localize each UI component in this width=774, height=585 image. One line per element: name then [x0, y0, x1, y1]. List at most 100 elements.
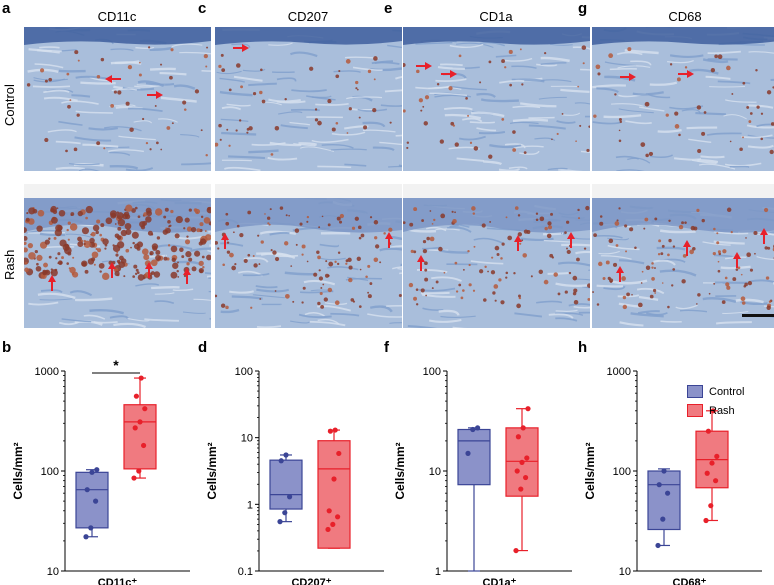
micrograph-image [592, 184, 774, 328]
data-point-rash [142, 406, 148, 412]
micrograph-image [403, 27, 590, 171]
data-point-rash [520, 425, 526, 431]
data-point-rash [713, 478, 719, 484]
red-arrow-icon [48, 275, 56, 291]
boxplot-cd11c-svg: 10 100 1000 Cells/mm² CD11c⁺ * [11, 357, 190, 585]
significance-marker: * [113, 357, 119, 373]
box-rash [123, 377, 157, 479]
data-point-rash [705, 428, 711, 434]
data-point-rash [335, 514, 341, 520]
y-axis-label: Cells/mm² [393, 442, 407, 499]
red-arrow-icon [183, 268, 191, 284]
red-arrow-icon [417, 255, 425, 271]
y-tick-label: 0.1 [238, 566, 253, 578]
column-title-cd1a: CD1a [479, 9, 513, 24]
red-arrow-icon [683, 240, 691, 256]
data-point-control [278, 458, 284, 464]
y-tick-label: 1000 [35, 366, 59, 378]
data-point-rash [331, 476, 337, 482]
data-point-rash [332, 427, 338, 433]
y-axis-label: Cells/mm² [205, 442, 219, 499]
y-tick-label: 1000 [607, 366, 631, 378]
red-arrow-icon [233, 44, 249, 52]
data-point-control [84, 487, 90, 493]
box-control [75, 469, 109, 538]
micrograph-cd11c-rash [24, 184, 211, 328]
data-point-rash [136, 468, 142, 474]
boxplot-cd11c: 10 100 1000 Cells/mm² CD11c⁺ * [0, 356, 190, 585]
red-arrow-icon [567, 232, 575, 248]
micrograph-image [215, 184, 402, 328]
data-point-rash [131, 475, 137, 481]
micrograph-image [24, 27, 211, 171]
data-point-control [656, 482, 662, 488]
x-axis-label: CD1a⁺ [483, 577, 517, 585]
data-point-rash [141, 442, 147, 449]
red-arrow-icon [514, 235, 522, 251]
legend-item-control: Control [687, 382, 744, 401]
data-point-rash [325, 526, 331, 533]
data-point-control [661, 468, 667, 474]
micrograph-cd11c-control [24, 27, 211, 171]
data-point-control [660, 516, 666, 522]
micrograph-cd1a-rash [403, 184, 590, 328]
boxplot-cd1a: 1 10 100 Cells/mm² CD1a⁺ [382, 356, 572, 585]
micrograph-image [592, 27, 774, 171]
y-tick-label: 100 [613, 466, 631, 478]
boxplot-cd68-svg: 10 100 1000 Cells/mm² CD68⁺ [583, 366, 762, 585]
data-point-control [277, 519, 283, 525]
legend-label-rash: Rash [709, 404, 735, 417]
red-arrow-icon [678, 70, 694, 78]
data-point-rash [137, 419, 143, 425]
micrograph-cd1a-control [403, 27, 590, 171]
y-tick-label: 10 [619, 566, 631, 578]
micrograph-cd207-rash [215, 184, 402, 328]
box-rash [695, 410, 729, 522]
data-point-rash [327, 428, 333, 434]
data-point-rash [523, 474, 529, 481]
y-tick-label: 1 [247, 499, 253, 511]
panel-letter-c: c [198, 0, 207, 17]
micrograph-image [24, 184, 211, 328]
data-point-rash [132, 425, 138, 431]
data-point-rash [519, 459, 525, 465]
legend: Control Rash [687, 382, 744, 420]
x-axis-label: CD11c⁺ [98, 577, 138, 585]
y-axis-label: Cells/mm² [11, 442, 25, 499]
y-tick-label: 10 [47, 566, 59, 578]
red-arrow-icon [105, 75, 121, 83]
micrograph-cd68-rash [592, 184, 774, 328]
data-point-rash [703, 517, 709, 524]
data-point-control [665, 490, 671, 496]
data-point-rash [714, 453, 720, 459]
box-control [457, 427, 491, 572]
panel-letter-e: e [384, 0, 393, 17]
row-label-control: Control [2, 84, 17, 126]
data-point-rash [704, 470, 710, 476]
red-arrow-icon [760, 228, 768, 244]
y-tick-label: 1 [435, 566, 441, 578]
legend-swatch-rash [687, 404, 703, 417]
red-arrow-icon [620, 73, 636, 81]
data-point-rash [525, 406, 531, 412]
panel-letter-b: b [2, 339, 12, 356]
red-arrow-icon [147, 91, 163, 99]
boxplot-cd207: 0.1 1 10 100 Cells/mm² CD207⁺ [194, 356, 384, 585]
data-point-control [475, 425, 481, 431]
row-label-rash: Rash [2, 249, 17, 280]
data-point-rash [138, 375, 144, 381]
red-arrow-icon [416, 62, 432, 70]
legend-swatch-control [687, 385, 703, 398]
data-point-rash [515, 434, 521, 440]
red-arrow-icon [733, 252, 741, 268]
y-tick-label: 100 [235, 366, 253, 378]
boxplot-cd207-svg: 0.1 1 10 100 Cells/mm² CD207⁺ [205, 366, 384, 585]
x-axis-label: CD68⁺ [673, 577, 707, 585]
data-point-control [94, 467, 100, 473]
data-point-rash [336, 450, 342, 457]
micrograph-cd207-control [215, 27, 402, 171]
boxplot-cd1a-svg: 1 10 100 Cells/mm² CD1a⁺ [393, 366, 572, 585]
data-point-rash [709, 460, 715, 466]
data-point-rash [708, 503, 714, 509]
red-arrow-icon [385, 232, 393, 248]
